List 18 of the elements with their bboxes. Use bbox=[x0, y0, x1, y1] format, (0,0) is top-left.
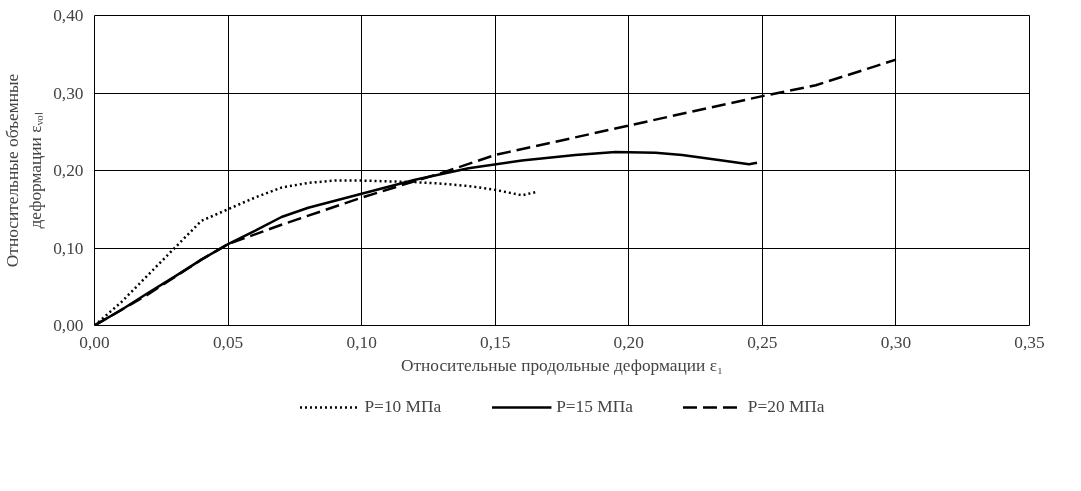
x-tick-label: 0,00 bbox=[79, 332, 110, 352]
y-axis-title: Относительные объемные деформации εᵥₒₗ bbox=[3, 73, 46, 268]
legend-label: P=15 МПа bbox=[556, 397, 633, 417]
x-tick-label: 0,10 bbox=[346, 332, 377, 352]
x-tick-label: 0,30 bbox=[880, 332, 912, 352]
x-tick-label: 0,05 bbox=[212, 332, 244, 352]
x-tick-label: 0,25 bbox=[747, 332, 778, 352]
legend-label: P=20 МПа bbox=[747, 397, 825, 417]
legend-label: P=10 МПа bbox=[364, 397, 442, 417]
y-tick-label: 0,40 bbox=[53, 6, 84, 25]
x-tick-label: 0,35 bbox=[1014, 332, 1045, 352]
y-tick-label: 0,10 bbox=[53, 238, 84, 258]
y-tick-label: 0,30 bbox=[53, 83, 84, 103]
x-axis-title: Относительные продольные деформации ε₁ bbox=[400, 355, 724, 375]
x-tick-label: 0,20 bbox=[613, 332, 644, 352]
y-tick-label: 0,20 bbox=[53, 161, 84, 180]
y-tick-label: 0,00 bbox=[53, 316, 84, 335]
x-tick-label: 0,15 bbox=[480, 332, 511, 352]
